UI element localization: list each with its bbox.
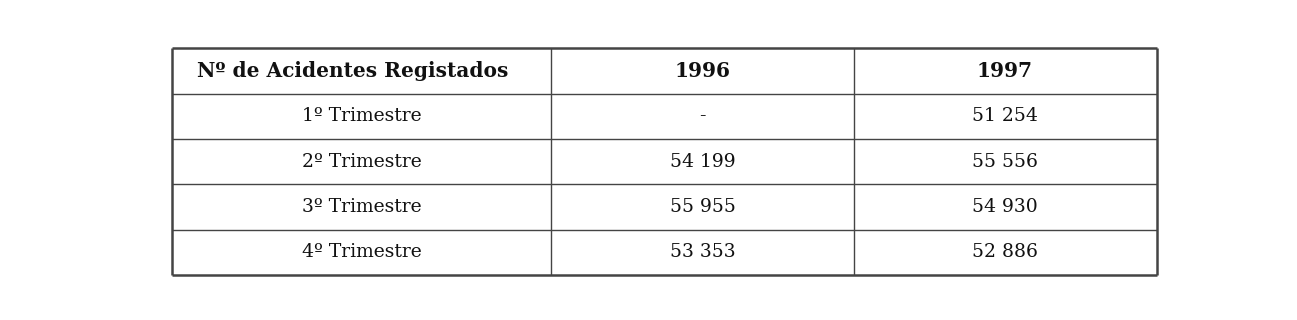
Text: 52 886: 52 886 bbox=[973, 243, 1038, 261]
Text: 1997: 1997 bbox=[977, 61, 1032, 81]
Text: Nº de Acidentes Registados: Nº de Acidentes Registados bbox=[197, 61, 508, 81]
Text: -: - bbox=[699, 107, 706, 125]
Text: 54 199: 54 199 bbox=[669, 153, 735, 171]
Text: 55 955: 55 955 bbox=[669, 198, 735, 216]
Text: 3º Trimestre: 3º Trimestre bbox=[302, 198, 422, 216]
Text: 2º Trimestre: 2º Trimestre bbox=[302, 153, 422, 171]
Text: 4º Trimestre: 4º Trimestre bbox=[302, 243, 422, 261]
Text: 53 353: 53 353 bbox=[669, 243, 735, 261]
Text: 51 254: 51 254 bbox=[973, 107, 1038, 125]
Text: 1º Trimestre: 1º Trimestre bbox=[302, 107, 422, 125]
Text: 54 930: 54 930 bbox=[973, 198, 1038, 216]
Text: 1996: 1996 bbox=[674, 61, 730, 81]
Text: 55 556: 55 556 bbox=[973, 153, 1038, 171]
